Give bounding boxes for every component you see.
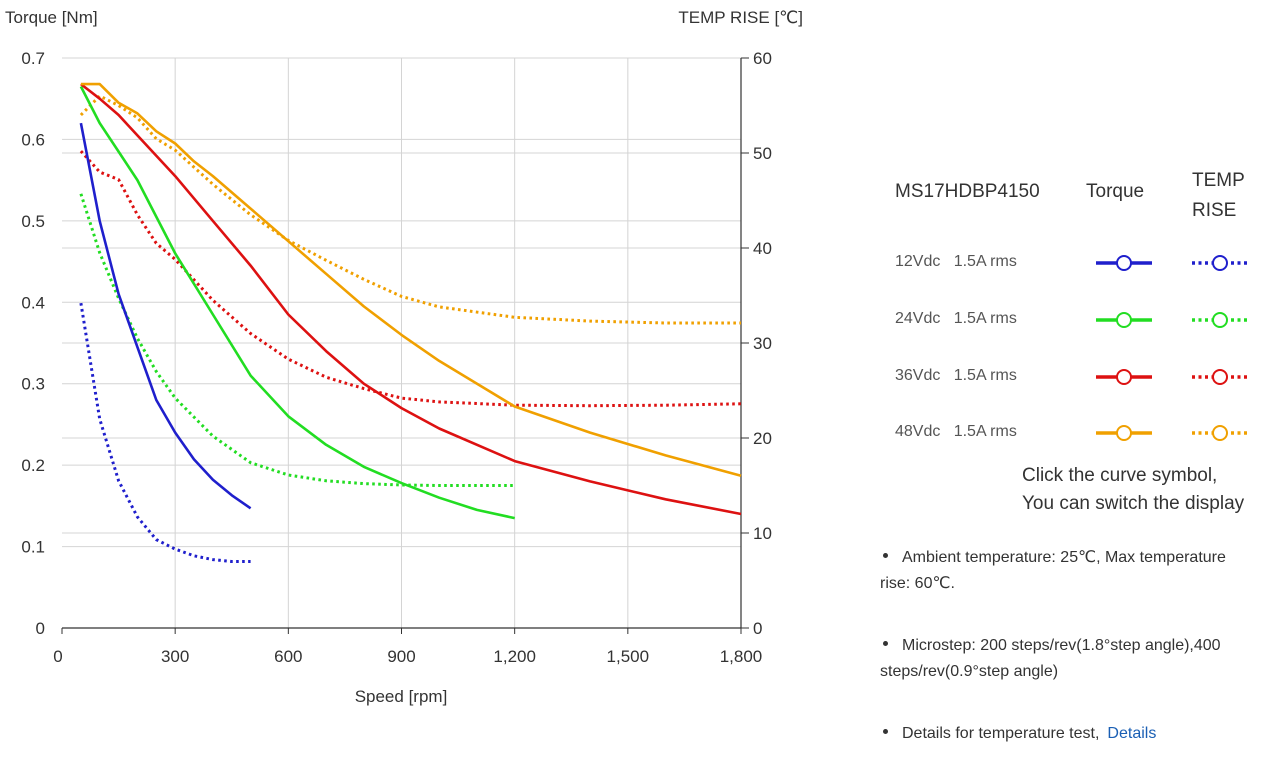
switch-display-hint: Click the curve symbol, You can switch t…: [1022, 462, 1244, 518]
x-tick-label: 600: [274, 647, 302, 666]
legend-circle-marker: [1212, 312, 1228, 328]
legend-circle-marker: [1212, 255, 1228, 271]
torque-line-48v: [80, 82, 742, 477]
torque-line-36v: [80, 83, 742, 516]
legend-row-12v: 12Vdc 1.5A rms: [860, 248, 1267, 278]
legend-row-label: 12Vdc 1.5A rms: [895, 253, 1017, 270]
left-y-tick-label: 0.5: [21, 212, 45, 231]
chart-area: 0 300 600 900 1,200 1,500 1,800 0 0.1 0.2 0.3 0.4 0.…: [5, 8, 803, 706]
left-y-tick-label: 0.3: [21, 375, 45, 394]
left-y-tick-label: 0.2: [21, 456, 45, 475]
torque-curve-symbol-24v[interactable]: [1094, 305, 1154, 335]
right-y-tick-label: 20: [753, 429, 772, 448]
left-y-tick-label: 0.7: [21, 49, 45, 68]
x-tick-label: 300: [161, 647, 189, 666]
legend-row-36v: 36Vdc 1.5A rms: [860, 362, 1267, 392]
legend-temp-header: TEMP RISE: [1192, 170, 1245, 221]
temp-rise-line-24v: [79, 193, 515, 487]
right-y-tick-label: 60: [753, 49, 772, 68]
x-tick-label: 1,800: [720, 647, 763, 666]
legend-row-label: 48Vdc 1.5A rms: [895, 423, 1017, 440]
temp-curve-symbol-36v[interactable]: [1190, 362, 1250, 392]
x-axis-title: Speed [rpm]: [355, 687, 448, 706]
x-tick-label: 900: [387, 647, 415, 666]
left-y-tick-label: 0.4: [21, 293, 45, 312]
right-y-tick-label: 0: [753, 619, 762, 638]
legend-circle-marker: [1116, 312, 1132, 328]
legend-torque-header: Torque: [1086, 181, 1145, 202]
legend-circle-marker: [1212, 425, 1228, 441]
torque-line-24v: [79, 85, 515, 520]
temp-rise-line-36v: [79, 150, 742, 408]
details-link[interactable]: Details: [1107, 725, 1157, 742]
left-y-tick-label: 0: [36, 619, 45, 638]
torque-temp-chart: 0 300 600 900 1,200 1,500 1,80000.10.20.30.40.…: [5, 8, 803, 706]
torque-line-12v: [79, 122, 252, 510]
x-tick-label: 1,500: [607, 647, 650, 666]
legend-row-label: 36Vdc 1.5A rms: [895, 367, 1017, 384]
notes-list: Ambient temperature: 25℃, Max temperatur…: [880, 545, 1260, 783]
x-tick-label: 1,200: [493, 647, 536, 666]
hint-line: You can switch the display: [1022, 493, 1245, 514]
legend-circle-marker: [1212, 369, 1228, 385]
left-y-tick-label: 0.6: [21, 130, 45, 149]
bullet-icon: [883, 641, 888, 647]
bullet-icon: [883, 553, 888, 559]
temp-curve-symbol-24v[interactable]: [1190, 305, 1250, 335]
temp-rise-line-48v: [79, 94, 741, 325]
left-y-axis-title: Torque [Nm]: [5, 8, 98, 27]
note-microstep: Microstep: 200 steps/rev(1.8°step angle)…: [880, 633, 1260, 685]
left-y-tick-label: 0.1: [21, 538, 45, 557]
torque-curve-symbol-12v[interactable]: [1094, 248, 1154, 278]
legend-row-48v: 48Vdc 1.5A rms: [860, 418, 1267, 448]
note-temp-test: Details for temperature test, Details: [880, 721, 1260, 747]
torque-curve-symbol-36v[interactable]: [1094, 362, 1154, 392]
legend-panel: MS17HDBP4150 Torque TEMP RISE 12Vdc 1.5A…: [860, 0, 1267, 743]
torque-curve-symbol-48v[interactable]: [1094, 418, 1154, 448]
legend-model-title: MS17HDBP4150: [895, 181, 1040, 202]
bullet-icon: [883, 729, 888, 735]
note-text: Details for temperature test,: [902, 725, 1100, 742]
note-text: Ambient temperature: 25℃, Max temperatur…: [880, 549, 1226, 592]
right-y-tick-label: 50: [753, 144, 772, 163]
note-text: Microstep: 200 steps/rev(1.8°step angle)…: [880, 637, 1221, 680]
right-y-tick-label: 10: [753, 524, 772, 543]
legend-circle-marker: [1116, 255, 1132, 271]
legend-row-label: 24Vdc 1.5A rms: [895, 310, 1017, 327]
right-y-axis-title: TEMP RISE [℃]: [678, 8, 803, 27]
hint-line: Click the curve symbol,: [1022, 465, 1218, 486]
temp-curve-symbol-12v[interactable]: [1190, 248, 1250, 278]
temp-curve-symbol-48v[interactable]: [1190, 418, 1250, 448]
legend-header: MS17HDBP4150 Torque TEMP RISE: [860, 160, 1267, 230]
x-tick-label: 0: [53, 647, 62, 666]
note-ambient: Ambient temperature: 25℃, Max temperatur…: [880, 545, 1260, 597]
right-y-tick-label: 30: [753, 334, 772, 353]
right-y-tick-label: 40: [753, 239, 772, 258]
legend-row-24v: 24Vdc 1.5A rms: [860, 305, 1267, 335]
temp-rise-line-12v: [79, 302, 251, 563]
legend-circle-marker: [1116, 369, 1132, 385]
legend-circle-marker: [1116, 425, 1132, 441]
